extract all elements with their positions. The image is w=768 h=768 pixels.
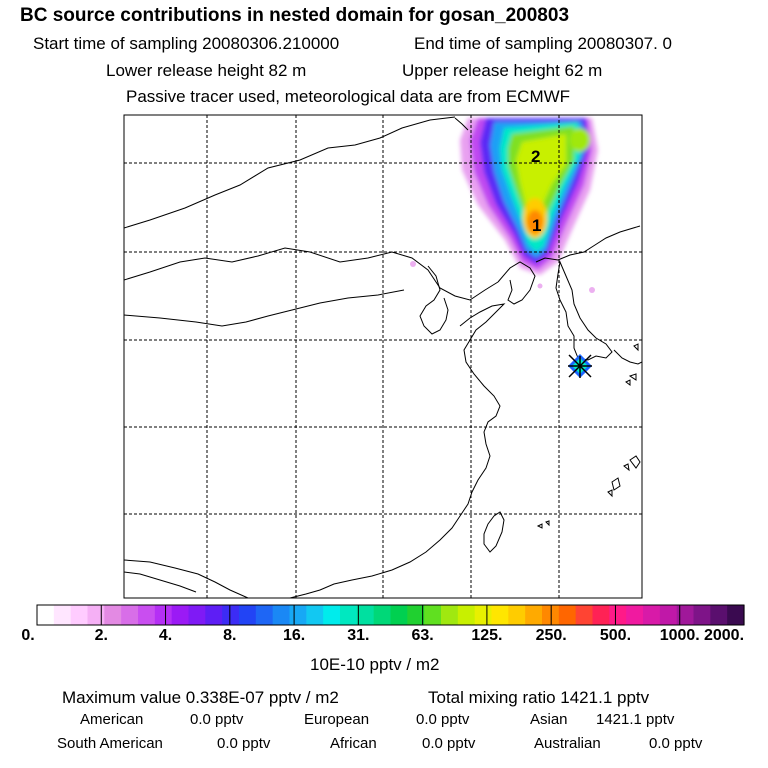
- colorbar-swatch: [323, 605, 341, 625]
- colorbar-swatch: [558, 605, 577, 625]
- plume-speck: [589, 287, 595, 293]
- colorbar-swatch: [138, 605, 156, 625]
- colorbar-swatch: [643, 605, 661, 625]
- colorbar-tick-label: 500.: [599, 627, 632, 644]
- colorbar-swatch: [525, 605, 543, 625]
- colorbar-swatch: [659, 605, 678, 625]
- map-frame: [123, 114, 643, 599]
- colorbar-swatch: [676, 605, 695, 625]
- colorbar-swatch: [626, 605, 644, 625]
- colorbar-swatch: [154, 605, 173, 625]
- colorbar-swatch: [373, 605, 392, 625]
- region-african-label: African: [330, 735, 377, 752]
- marker-2: 2: [531, 147, 540, 166]
- region-south-american-label: South American: [57, 735, 163, 752]
- region-australian-value: 0.0 pptv: [649, 735, 703, 752]
- end-time-label: End time of sampling 20080307. 0: [414, 34, 673, 53]
- page-title: BC source contributions in nested domain…: [20, 5, 570, 26]
- colorbar-swatch: [87, 605, 105, 625]
- colorbar-tick-label: 2.: [94, 627, 108, 644]
- colorbar-swatch: [340, 605, 358, 625]
- upper-release-label: Upper release height 62 m: [402, 61, 603, 80]
- marker-1: 1: [532, 216, 541, 235]
- colorbar-swatch: [306, 605, 324, 625]
- colorbar-swatch: [104, 605, 122, 625]
- colorbar-swatch: [727, 605, 745, 625]
- colorbar-swatch: [575, 605, 594, 625]
- graticule: [124, 115, 642, 598]
- colorbar-swatch: [693, 605, 711, 625]
- colorbar-tick-label: 125.: [471, 627, 503, 644]
- colorbar-tick-label: 63.: [411, 627, 434, 644]
- colorbar-swatch: [121, 605, 139, 625]
- colorbar-tick-label: 31.: [347, 627, 370, 644]
- region-european-label: European: [304, 711, 370, 728]
- colorbar-border: [36, 604, 745, 626]
- colorbar-swatch: [53, 605, 72, 625]
- region-asian-value: 1421.1 pptv: [596, 711, 675, 728]
- colorbar-tick-label: 2000.: [703, 627, 745, 644]
- region-australian-label: Australian: [534, 735, 601, 752]
- colorbar-swatch: [70, 605, 89, 625]
- colorbar-swatch: [188, 605, 206, 625]
- colorbar-tick-label: 4.: [158, 627, 173, 644]
- colorbar-tick-label: 8.: [223, 627, 237, 644]
- colorbar-tick-label: 16.: [282, 627, 306, 644]
- colorbar-swatch: [222, 605, 240, 625]
- colorbar-tick-label: 1000.: [659, 627, 700, 644]
- colorbar-swatch: [508, 605, 526, 625]
- colorbar-swatch: [424, 605, 442, 625]
- coastline-layer: [124, 116, 642, 598]
- colorbar-swatch: [474, 605, 493, 625]
- colorbar-swatch: [289, 605, 307, 625]
- colorbar-swatch: [272, 605, 291, 625]
- colorbar-swatch: [255, 605, 274, 625]
- start-time-label: Start time of sampling 20080306.210000: [33, 34, 340, 53]
- colorbar-swatch: [356, 605, 375, 625]
- colorbar-swatch: [457, 605, 476, 625]
- total-mixing-ratio-label: Total mixing ratio 1421.1 pptv: [428, 688, 650, 707]
- region-european-value: 0.0 pptv: [416, 711, 470, 728]
- colorbar-swatch: [407, 605, 425, 625]
- tracer-note: Passive tracer used, meteorological data…: [126, 87, 571, 106]
- colorbar-swatch: [205, 605, 223, 625]
- region-american-value: 0.0 pptv: [190, 711, 244, 728]
- colorbar-swatch: [171, 605, 190, 625]
- colorbar-swatch: [491, 605, 509, 625]
- plume-speck: [410, 261, 416, 267]
- colorbar: [36, 604, 745, 626]
- colorbar-swatch: [609, 605, 627, 625]
- region-american-label: American: [80, 711, 144, 728]
- receptor-star-icon: [568, 354, 592, 378]
- colorbar-swatch: [441, 605, 459, 625]
- colorbar-swatch: [390, 605, 408, 625]
- region-african-value: 0.0 pptv: [422, 735, 476, 752]
- colorbar-swatch: [37, 605, 55, 625]
- maximum-value-label: Maximum value 0.338E-07 pptv / m2: [62, 688, 339, 707]
- colorbar-swatch: [710, 605, 728, 625]
- region-south-american-value: 0.0 pptv: [217, 735, 271, 752]
- colorbar-swatch: [239, 605, 257, 625]
- lower-release-label: Lower release height 82 m: [106, 61, 307, 80]
- colorbar-tick-label: 0.: [21, 627, 35, 644]
- colorbar-swatch: [592, 605, 610, 625]
- colorbar-tick-label: 250.: [535, 627, 567, 644]
- region-asian-label: Asian: [530, 711, 568, 728]
- plume-speck: [537, 283, 543, 289]
- colorbar-unit: 10E-10 pptv / m2: [310, 655, 440, 674]
- plume-layer: [410, 118, 598, 293]
